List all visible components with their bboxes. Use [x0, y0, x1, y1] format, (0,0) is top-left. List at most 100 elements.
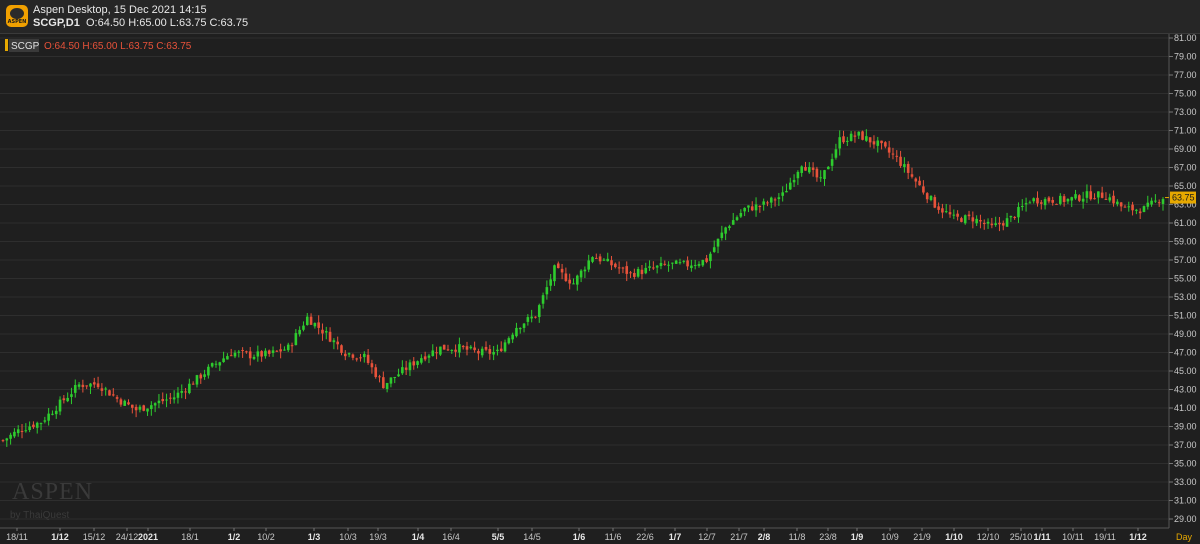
- candle: [484, 341, 488, 352]
- candle: [207, 364, 210, 379]
- candle-body: [518, 327, 522, 330]
- candle-body: [218, 362, 222, 366]
- candle-body: [701, 259, 705, 266]
- candles: [1, 129, 1165, 447]
- candle: [754, 197, 758, 217]
- candle: [1085, 184, 1089, 203]
- candle-body: [724, 227, 727, 234]
- candle-body: [575, 275, 579, 285]
- candle: [442, 344, 446, 350]
- candle-body: [499, 348, 503, 352]
- candle: [115, 395, 119, 403]
- candle-body: [1009, 215, 1013, 218]
- candle-body: [579, 270, 583, 278]
- candle-body: [248, 351, 252, 359]
- time-tick-label: 1/12: [1129, 532, 1147, 542]
- price-tick-label: 31.00: [1174, 496, 1197, 506]
- candle: [735, 215, 739, 222]
- candle: [39, 422, 43, 431]
- candle: [157, 394, 161, 409]
- candle-body: [328, 331, 332, 342]
- candle: [518, 327, 522, 334]
- candle-body: [131, 404, 134, 408]
- legend-symbol-box[interactable]: [9, 39, 39, 52]
- candle: [895, 150, 899, 163]
- candle-body: [66, 397, 69, 402]
- candle: [549, 273, 552, 291]
- candle: [374, 364, 378, 379]
- candle-body: [963, 215, 967, 224]
- candle: [652, 261, 655, 270]
- candle-body: [176, 392, 180, 398]
- candle: [347, 352, 351, 358]
- candle: [195, 374, 199, 388]
- candle: [572, 278, 575, 285]
- candle: [54, 405, 58, 419]
- candle-body: [111, 394, 115, 396]
- candle: [804, 161, 807, 171]
- candle: [267, 349, 271, 357]
- candle-body: [389, 377, 393, 384]
- candle: [1131, 201, 1134, 216]
- candle-body: [473, 347, 476, 351]
- candle: [697, 261, 701, 268]
- candle: [222, 351, 225, 363]
- candle: [401, 360, 404, 375]
- candle-body: [678, 262, 682, 264]
- time-tick-label: 21/7: [730, 532, 748, 542]
- candle: [111, 388, 115, 397]
- chart-area[interactable]: ASPEN by ThaiQuest 81.00 79.00 77.00 75.00 7…: [0, 34, 1200, 544]
- candle: [283, 346, 286, 351]
- candle-body: [800, 166, 803, 173]
- candle: [925, 192, 929, 204]
- candle-body: [488, 349, 492, 354]
- candle: [834, 143, 838, 160]
- price-tick-label: 55.00: [1174, 274, 1197, 284]
- candle: [9, 432, 12, 445]
- candle: [70, 387, 73, 405]
- time-tick-label: 5/5: [492, 532, 505, 542]
- price-tick-label: 47.00: [1174, 348, 1197, 358]
- candle-body: [397, 374, 400, 377]
- price-tick-label: 33.00: [1174, 477, 1197, 487]
- candle: [1097, 191, 1100, 204]
- candle-body: [549, 279, 552, 286]
- symbol-timeframe: SCGP,D1: [33, 17, 80, 29]
- candle: [712, 240, 716, 253]
- candle-body: [51, 413, 54, 415]
- candle: [332, 338, 336, 350]
- candle-body: [625, 266, 629, 274]
- time-tick-label: 16/4: [442, 532, 460, 542]
- candle: [655, 264, 659, 274]
- candle-body: [903, 164, 906, 168]
- candle: [47, 408, 50, 426]
- candle-body: [347, 353, 351, 355]
- candle: [910, 167, 914, 179]
- candle: [172, 390, 176, 404]
- candle: [944, 203, 948, 214]
- candle-body: [922, 186, 925, 193]
- candle-body: [302, 325, 305, 330]
- candle-body: [180, 390, 184, 393]
- candle: [579, 269, 583, 283]
- candle-body: [1059, 195, 1062, 204]
- candle-body: [324, 331, 328, 333]
- candle-body: [85, 385, 88, 387]
- candle-body: [1013, 216, 1016, 218]
- candle: [891, 147, 895, 160]
- candle-body: [298, 329, 301, 335]
- candle: [830, 153, 834, 171]
- price-tick-label: 49.00: [1174, 329, 1197, 339]
- candle: [309, 313, 313, 325]
- candle-body: [895, 155, 899, 157]
- candle: [739, 209, 743, 219]
- candle-body: [1001, 223, 1005, 226]
- candle-body: [142, 405, 146, 411]
- candlestick-chart[interactable]: ASPEN by ThaiQuest 81.00 79.00 77.00 75.00 7…: [0, 34, 1200, 544]
- time-tick-label: 19/3: [369, 532, 387, 542]
- candle-body: [857, 131, 861, 136]
- header-quote: SCGP,D1 O:64.50 H:65.00 L:63.75 C:63.75: [33, 17, 248, 29]
- candle-body: [929, 195, 933, 201]
- last-price-badge: [1170, 191, 1196, 204]
- candle: [279, 343, 282, 359]
